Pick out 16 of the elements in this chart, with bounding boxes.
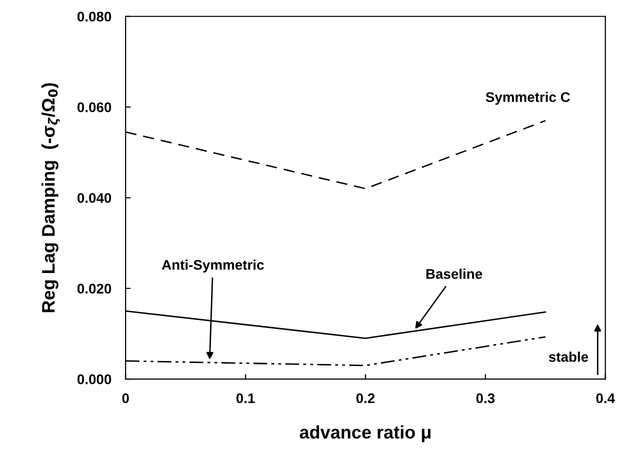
x-tick-label: 0 [122,393,129,404]
text: Anti-Symmetric [162,260,264,273]
y-axis-title: Reg Lag Damping (-σ$_{ζ}$/Ω$_{0}$) [41,83,60,312]
annotation: stable [548,352,588,362]
y-tick-label: 0.000 [77,374,112,384]
x-axis-title: advance ratio μ [300,425,431,442]
x-tick-label: 0.4 [596,393,615,404]
y-tick-label: 0.060 [77,102,112,112]
x-tick-label: 0.2 [356,393,375,404]
y-tick-label: 0.020 [77,284,112,294]
series-label: Symmetric C [486,92,570,105]
x-tick-label: 0.1 [236,393,255,404]
x-tick-label: 0.3 [476,393,495,404]
y-tick-label: 0.080 [77,12,112,22]
y-tick-label: 0.040 [77,193,112,203]
text: Baseline [426,268,482,279]
